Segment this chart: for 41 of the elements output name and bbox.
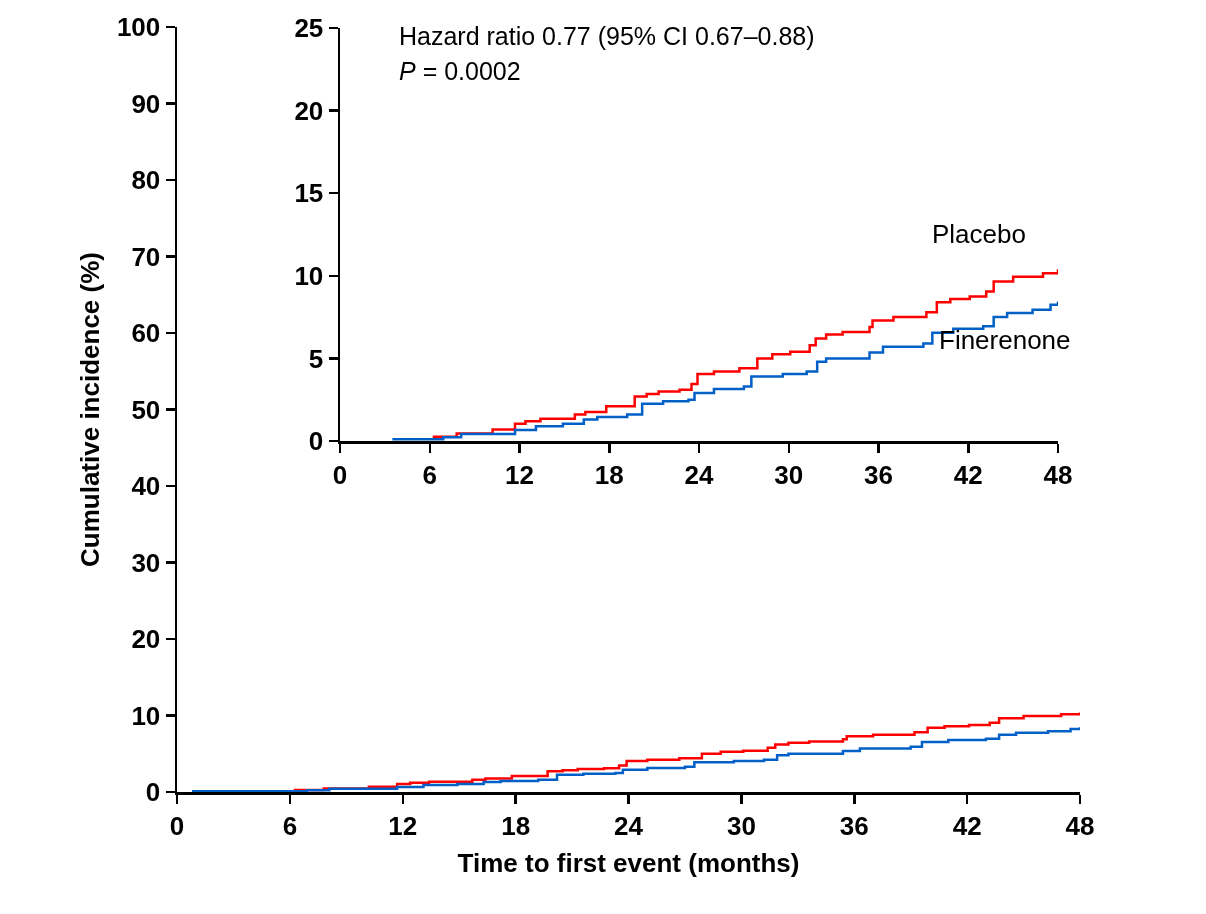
y-tick-label: 80	[131, 165, 161, 196]
x-tick-label: 36	[839, 810, 869, 841]
y-tick-label: 20	[131, 624, 161, 655]
x-tick-label: 0	[169, 810, 185, 841]
x-tick-label: 42	[952, 810, 982, 841]
x-tick-label: 30	[774, 459, 804, 490]
x-axis-title: Time to first event (months)	[457, 847, 800, 878]
y-tick-label: 60	[131, 318, 161, 349]
x-tick-label: 24	[684, 459, 714, 490]
x-tick-label: 12	[505, 459, 534, 490]
y-tick-label: 10	[294, 260, 324, 291]
y-tick-label: 25	[294, 13, 324, 44]
series-label: Finerenone	[939, 325, 1071, 355]
annotation: P = 0.0002	[399, 57, 521, 85]
x-tick-label: 6	[282, 810, 298, 841]
y-tick-label: 10	[131, 700, 161, 731]
x-tick-label: 18	[501, 810, 531, 841]
y-tick-label: 50	[131, 394, 161, 425]
y-tick-label: 20	[294, 95, 324, 126]
y-tick-label: 100	[116, 12, 161, 43]
x-tick-label: 30	[726, 810, 756, 841]
x-tick-label: 12	[388, 810, 418, 841]
y-tick-label: 15	[294, 178, 324, 209]
y-tick-label: 0	[308, 426, 324, 457]
y-tick-label: 70	[131, 241, 161, 272]
annotation: Hazard ratio 0.77 (95% CI 0.67–0.88)	[399, 22, 815, 50]
x-tick-label: 0	[332, 459, 348, 490]
y-tick-label: 0	[145, 777, 161, 808]
y-axis-title: Cumulative incidence (%)	[75, 252, 106, 567]
y-tick-label: 40	[131, 471, 161, 502]
x-tick-label: 36	[864, 459, 893, 490]
x-tick-label: 42	[953, 459, 983, 490]
x-tick-label: 6	[422, 459, 437, 490]
y-tick-label: 90	[131, 88, 161, 119]
x-tick-label: 48	[1043, 459, 1073, 490]
x-tick-label: 18	[594, 459, 624, 490]
x-tick-label: 48	[1065, 810, 1095, 841]
series-label: Placebo	[932, 219, 1026, 249]
y-tick-label: 30	[131, 547, 161, 578]
y-tick-label: 5	[308, 343, 324, 374]
x-tick-label: 24	[614, 810, 644, 841]
